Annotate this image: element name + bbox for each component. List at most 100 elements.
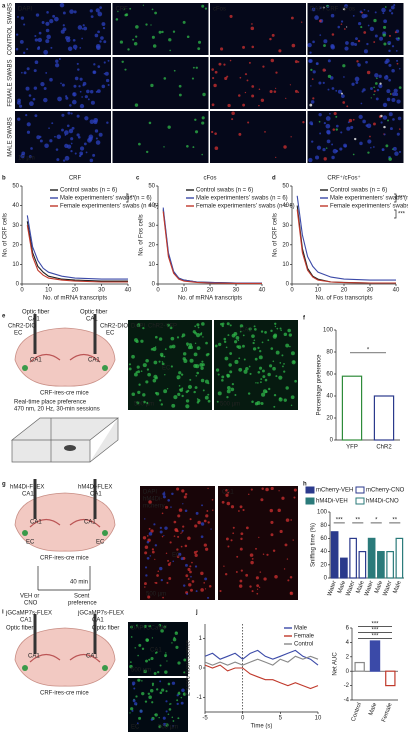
micrograph-cell bbox=[225, 346, 228, 349]
micrograph-cell bbox=[43, 87, 47, 90]
micrograph-cell bbox=[169, 49, 171, 52]
micrograph-cell bbox=[197, 520, 201, 525]
row-label: CONTROL SWABS bbox=[8, 3, 14, 55]
micrograph-cell bbox=[189, 565, 192, 568]
micrograph-cell bbox=[337, 25, 341, 29]
x-tick-label: 30 bbox=[98, 288, 105, 294]
micrograph-cell bbox=[367, 24, 370, 27]
micrograph-cell bbox=[172, 720, 175, 722]
micrograph-cell bbox=[180, 557, 184, 561]
micrograph-cell bbox=[348, 118, 353, 123]
micrograph-cell bbox=[311, 78, 314, 81]
micrograph-cell bbox=[185, 404, 190, 409]
micrograph-cell bbox=[366, 70, 371, 75]
micrograph-cell bbox=[180, 373, 184, 376]
image-label: 500 µm bbox=[146, 592, 166, 598]
micrograph-cell bbox=[355, 37, 358, 41]
micrograph-cell bbox=[61, 83, 65, 87]
micrograph-cell bbox=[224, 573, 228, 576]
micrograph-cell bbox=[144, 700, 148, 703]
micrograph-cell bbox=[29, 101, 34, 107]
micrograph-cell bbox=[148, 532, 153, 536]
bar bbox=[341, 375, 363, 441]
micrograph-cell bbox=[49, 77, 53, 82]
micrograph-cell bbox=[214, 344, 218, 348]
micrograph-cell bbox=[205, 353, 209, 357]
micrograph-cell bbox=[144, 551, 148, 555]
micrograph-cell bbox=[367, 151, 370, 154]
micrograph-cell bbox=[34, 114, 38, 118]
micrograph-cell bbox=[94, 33, 99, 38]
micrograph-cell bbox=[156, 574, 159, 577]
micrograph-cell bbox=[55, 59, 59, 63]
micrograph-cell bbox=[346, 105, 349, 108]
y-tick-label: 20 bbox=[282, 242, 289, 248]
micrograph-cell bbox=[141, 647, 145, 651]
schematic-label: Optic fiber bbox=[92, 626, 119, 632]
micrograph-cell bbox=[229, 370, 233, 374]
micrograph-cell bbox=[164, 654, 168, 658]
micrograph-cell bbox=[16, 100, 21, 105]
micrograph-cell bbox=[67, 36, 71, 39]
micrograph-cell bbox=[204, 395, 209, 400]
micrograph-cell bbox=[361, 11, 363, 14]
y-tick-label: 20 bbox=[326, 416, 333, 422]
brain-section bbox=[14, 492, 116, 552]
micrograph-cell bbox=[194, 342, 197, 345]
optic-fiber bbox=[93, 479, 97, 519]
y-tick-label: 1 bbox=[199, 636, 203, 642]
micrograph-cell bbox=[58, 58, 61, 61]
micrograph-cell bbox=[59, 2, 65, 8]
micrograph-cell bbox=[388, 34, 392, 37]
micrograph-cell bbox=[211, 499, 214, 501]
micrograph-cell bbox=[76, 62, 79, 65]
micrograph-cell bbox=[189, 358, 194, 363]
micrograph-cell bbox=[327, 59, 331, 63]
micrograph-cell bbox=[139, 709, 143, 713]
micrograph-cell bbox=[396, 99, 401, 104]
micrograph-cell bbox=[142, 4, 145, 6]
y-tick-label: 0 bbox=[346, 669, 350, 675]
micrograph-cell bbox=[180, 701, 184, 705]
micrograph-cell bbox=[263, 577, 267, 581]
micrograph-cell bbox=[177, 661, 181, 665]
bar bbox=[354, 661, 365, 672]
micrograph-cell bbox=[45, 28, 50, 33]
x-tick-label: 10 bbox=[45, 288, 52, 294]
micrograph-cell bbox=[87, 137, 92, 143]
micrograph-cell bbox=[147, 372, 151, 377]
y-tick-label: 0 bbox=[330, 438, 334, 444]
micrograph-cell bbox=[54, 16, 59, 22]
micrograph-cell bbox=[224, 76, 228, 81]
brain-section bbox=[14, 627, 116, 687]
micrograph-cell bbox=[138, 643, 142, 647]
micrograph-cell bbox=[70, 150, 73, 153]
micrograph-cell bbox=[245, 573, 249, 577]
micrograph-cell bbox=[310, 85, 312, 87]
micrograph-cell bbox=[180, 532, 182, 534]
micrograph-cell bbox=[163, 491, 166, 493]
micrograph-cell bbox=[151, 8, 154, 11]
micrograph-cell bbox=[161, 512, 164, 515]
micrograph-cell bbox=[331, 87, 335, 90]
column-label: CRF bbox=[326, 7, 339, 13]
micrograph-cell bbox=[379, 82, 382, 85]
micrograph-cell bbox=[365, 124, 368, 127]
micrograph-cell bbox=[239, 76, 242, 79]
panel-label: e bbox=[2, 314, 6, 320]
schematic-label: 40 min bbox=[70, 580, 88, 586]
micrograph-cell bbox=[383, 133, 385, 135]
micrograph-cell bbox=[234, 340, 238, 344]
micrograph-cell bbox=[292, 539, 294, 541]
x-tick-label: 20 bbox=[72, 288, 79, 294]
micrograph-cell bbox=[15, 33, 19, 36]
schematic-label: EC bbox=[106, 331, 115, 337]
micrograph-cell bbox=[26, 122, 31, 127]
micrograph-cell bbox=[39, 139, 43, 143]
micrograph-cell bbox=[196, 323, 200, 327]
micrograph-cell bbox=[181, 531, 183, 533]
micrograph-cell bbox=[142, 363, 147, 368]
injection bbox=[102, 530, 108, 536]
micrograph-cell bbox=[281, 354, 284, 357]
micrograph-cell bbox=[159, 680, 162, 683]
